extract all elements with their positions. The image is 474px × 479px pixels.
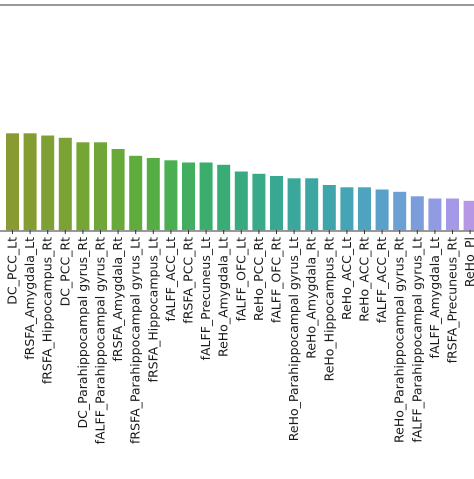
- x-tick-label: fRSFA_Hippocampus_Lt: [145, 237, 160, 383]
- bar: [59, 138, 72, 230]
- x-tick-label: fALFF_ACC_Rt: [374, 237, 389, 323]
- x-tick-label: fALFF_Amygdala_Lt: [427, 237, 442, 359]
- bar: [376, 190, 389, 231]
- x-tick-label: fRSFA_Amygdala_Lt: [22, 237, 37, 360]
- x-tick-label: fRSFA_Amygdala_Rt: [110, 237, 125, 362]
- x-tick-label: fRSFA_PCC_Rt: [181, 237, 196, 324]
- bar: [94, 142, 107, 230]
- x-tick-label: fRSFA_Hippocampus_Rt: [40, 237, 55, 384]
- bar: [252, 174, 265, 230]
- bar: [270, 176, 283, 230]
- bar: [24, 133, 37, 230]
- bar: [235, 172, 248, 231]
- bar: [76, 142, 89, 230]
- bar: [164, 160, 177, 230]
- x-tick-label: fALFF_OFC_Rt: [269, 237, 284, 323]
- x-tick-label: ReHo_ACC_Lt: [339, 237, 354, 320]
- bar: [358, 187, 371, 230]
- x-tick-label: ReHo_Amygdala_Rt: [304, 237, 319, 359]
- bar: [305, 178, 318, 230]
- bar: [464, 201, 474, 230]
- x-tick-label: ReHo_Amygdala_Lt: [216, 237, 231, 357]
- x-tick-label: ReHo_Pl: [462, 237, 474, 287]
- x-tick-label: DC_PCC_Lt: [5, 237, 20, 305]
- bar: [411, 196, 424, 230]
- bar: [428, 199, 441, 231]
- bar: [6, 133, 19, 230]
- x-tick-label: fALFF_Precuneus_Lt: [198, 237, 213, 360]
- bar: [147, 158, 160, 230]
- bar: [288, 178, 301, 230]
- x-tick-label: fALFF_OFC_Lt: [233, 237, 248, 322]
- bar: [340, 187, 353, 230]
- x-tick-label: fRSFA_Precuneus_Rt: [445, 237, 460, 364]
- bar: [112, 149, 125, 230]
- bar: [393, 192, 406, 230]
- bar: [200, 163, 213, 231]
- x-tick-label: fALFF_Parahippocampal gyrus_Rt: [93, 237, 108, 444]
- x-tick-label: ReHo_Parahippocampal gyrus_Rt: [392, 237, 407, 443]
- x-tick-label: ReHo_Hippocampus_Rt: [321, 237, 336, 382]
- bar: [217, 165, 230, 230]
- bar: [446, 199, 459, 231]
- x-tick-label: ReHo_ACC_Rt: [357, 237, 372, 322]
- bars-layer: [6, 133, 474, 230]
- x-tick-label: ReHo_PCC_Rt: [251, 237, 266, 321]
- bar: [41, 136, 54, 231]
- x-tick-label: DC_Parahippocampal gyrus_Rt: [75, 237, 90, 429]
- x-tick-label: ReHo_Parahippocampal gyrus_Lt: [286, 237, 301, 441]
- x-tick-label: fRSFA_Parahippocampal gyrus_Lt: [128, 237, 143, 444]
- bar: [182, 163, 195, 231]
- bar: [129, 156, 142, 230]
- x-tick-label: fALFF_ACC_Lt: [163, 237, 178, 322]
- bar: [323, 185, 336, 230]
- x-tick-label: DC_PCC_Rt: [57, 237, 72, 307]
- x-tick-label: fALFF_Parahippocampal gyrus_Lt: [409, 237, 424, 443]
